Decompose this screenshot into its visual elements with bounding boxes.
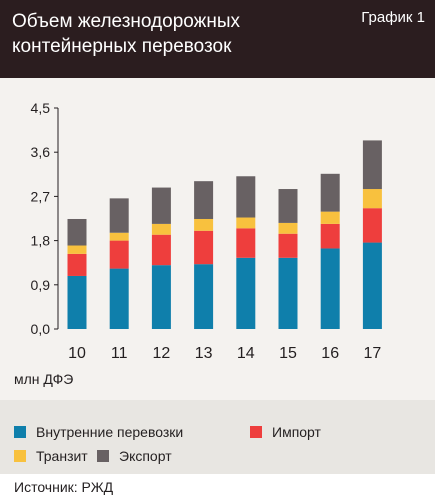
bar-segment bbox=[362, 189, 382, 209]
unit-label: млн ДФЭ bbox=[14, 371, 74, 387]
bar-segment bbox=[151, 234, 171, 266]
legend-item-transit: Транзит bbox=[14, 448, 88, 464]
bar-segment bbox=[151, 187, 171, 224]
legend-item-domestic: Внутренние перевозки bbox=[14, 424, 183, 440]
bar-segment bbox=[362, 208, 382, 243]
y-tick-label: 4,5 bbox=[31, 100, 51, 116]
x-tick-label: 16 bbox=[321, 345, 339, 362]
y-tick-label: 1,8 bbox=[31, 233, 51, 249]
y-tick-label: 0,0 bbox=[31, 321, 51, 337]
bar-segment bbox=[320, 211, 340, 224]
bar-segment bbox=[320, 248, 340, 329]
bar-segment bbox=[67, 218, 87, 246]
bar-segment bbox=[236, 228, 256, 258]
bar-segment bbox=[67, 275, 87, 329]
bar-segment bbox=[320, 223, 340, 249]
y-tick-label: 0,9 bbox=[31, 277, 51, 293]
bar-segment bbox=[362, 242, 382, 329]
bar-segment bbox=[109, 198, 129, 233]
bars bbox=[67, 140, 382, 329]
legend-swatch bbox=[14, 450, 26, 462]
header-bar: Объем железнодорожных контейнерных перев… bbox=[0, 0, 435, 78]
bar-segment bbox=[151, 265, 171, 329]
legend-label: Импорт bbox=[272, 424, 321, 440]
x-tick-label: 14 bbox=[237, 345, 255, 362]
legend-swatch bbox=[97, 450, 109, 462]
legend-item-import: Импорт bbox=[250, 424, 321, 440]
legend-item-export: Экспорт bbox=[97, 448, 172, 464]
bar-segment bbox=[67, 253, 87, 276]
x-axis-ticks: 10 11 12 13 14 15 16 17 bbox=[68, 345, 381, 362]
bar-segment bbox=[194, 264, 214, 329]
bar-segment bbox=[67, 245, 87, 254]
source-note: Источник: РЖД bbox=[14, 479, 114, 495]
y-tick-label: 3,6 bbox=[31, 144, 51, 160]
bar-segment bbox=[151, 223, 171, 235]
legend-swatch bbox=[14, 426, 26, 438]
x-tick-label: 12 bbox=[153, 345, 171, 362]
bar-segment bbox=[236, 176, 256, 218]
bar-segment bbox=[109, 240, 129, 269]
bar-segment bbox=[194, 181, 214, 219]
bar-segment bbox=[278, 189, 298, 223]
x-tick-label: 17 bbox=[364, 345, 382, 362]
bar-segment bbox=[109, 268, 129, 329]
figure-label: График 1 bbox=[361, 9, 425, 26]
source-bar: Источник: РЖД bbox=[0, 474, 435, 500]
bar-segment bbox=[194, 230, 214, 265]
bar-segment bbox=[236, 217, 256, 229]
legend-label: Транзит bbox=[36, 448, 88, 464]
bar-segment bbox=[194, 218, 214, 231]
bar-segment bbox=[278, 233, 298, 258]
bar-segment bbox=[320, 173, 340, 212]
bar-segment bbox=[109, 232, 129, 241]
y-tick-label: 2,7 bbox=[31, 188, 51, 204]
legend: Внутренние перевозки Импорт Транзит Эксп… bbox=[0, 410, 435, 470]
bar-segment bbox=[236, 257, 256, 329]
legend-label: Экспорт bbox=[119, 448, 172, 464]
chart-panel: 0,0 0,9 1,8 2,7 3,6 4,5 10 11 12 13 14 15 16 17 млн … bbox=[0, 78, 435, 400]
bar-segment bbox=[278, 257, 298, 329]
x-tick-label: 10 bbox=[68, 345, 86, 362]
y-axis-ticks: 0,0 0,9 1,8 2,7 3,6 4,5 bbox=[31, 100, 58, 337]
bar-segment bbox=[278, 222, 298, 234]
chart-title: Объем железнодорожных контейнерных перев… bbox=[12, 11, 240, 57]
legend-label: Внутренние перевозки bbox=[36, 424, 184, 440]
bar-segment bbox=[362, 140, 382, 190]
legend-swatch bbox=[250, 426, 262, 438]
x-tick-label: 11 bbox=[111, 345, 128, 362]
x-tick-label: 15 bbox=[279, 345, 297, 362]
stacked-bar-chart: 0,0 0,9 1,8 2,7 3,6 4,5 10 11 12 13 14 15 16 17 bbox=[31, 100, 382, 362]
x-tick-label: 13 bbox=[195, 345, 213, 362]
